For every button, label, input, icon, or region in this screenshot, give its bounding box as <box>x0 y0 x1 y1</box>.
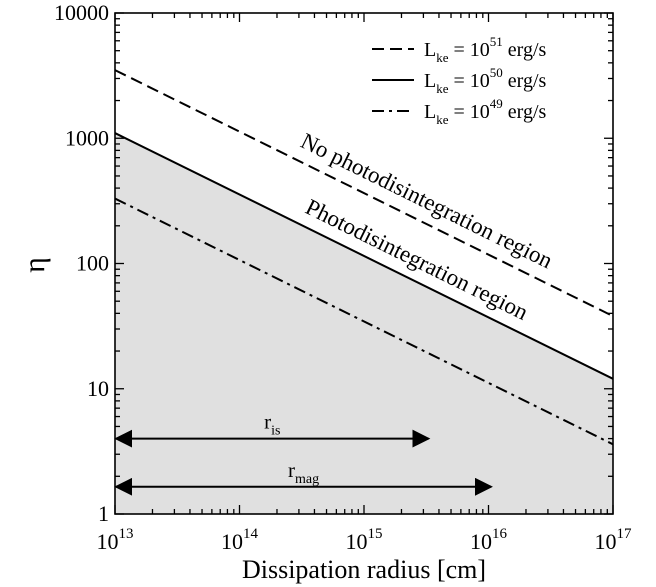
legend-label: Lke = 1049 erg/s <box>424 96 547 127</box>
range-label-is: ris <box>264 410 280 439</box>
y-tick-label: 100 <box>76 251 109 276</box>
y-tick-label: 10000 <box>54 0 109 25</box>
y-tick-label: 1000 <box>65 125 109 150</box>
series-line-dashed <box>114 69 614 318</box>
x-axis-label: Dissipation radius [cm] <box>242 555 486 584</box>
shaded-area <box>115 133 613 515</box>
x-tick-label: 1013 <box>97 526 134 554</box>
x-tick-label: 1014 <box>221 526 259 554</box>
y-tick-label: 10 <box>87 376 109 401</box>
x-tick-label: 1017 <box>595 526 633 554</box>
series-line-solid <box>114 132 614 380</box>
x-tick-label: 1016 <box>470 526 508 554</box>
x-tick-label: 1015 <box>346 526 383 554</box>
range-label-mag: rmag <box>288 458 319 487</box>
tick-labels: 1013 1014 1015 1016 1017 1 10 100 1000 10000 <box>54 0 632 554</box>
shaded-region <box>115 133 613 515</box>
range-group: ris rmag <box>114 410 493 496</box>
series-group <box>114 69 614 446</box>
y-axis-label: η <box>18 257 51 273</box>
series-line-dashdot <box>114 197 614 446</box>
plot-frame <box>114 12 614 515</box>
y-tick-label: 1 <box>98 501 109 526</box>
legend-label: Lke = 1050 erg/s <box>424 65 547 96</box>
legend-label: Lke = 1051 erg/s <box>424 34 547 65</box>
